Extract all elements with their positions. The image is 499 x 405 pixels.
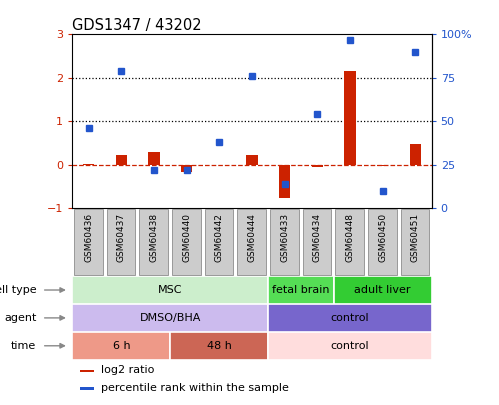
Text: GDS1347 / 43202: GDS1347 / 43202 bbox=[72, 18, 202, 33]
Bar bbox=[79, 370, 94, 372]
Text: agent: agent bbox=[4, 313, 36, 323]
Bar bbox=[72, 276, 268, 304]
Bar bbox=[377, 164, 388, 166]
FancyBboxPatch shape bbox=[401, 209, 429, 275]
FancyBboxPatch shape bbox=[238, 209, 266, 275]
Bar bbox=[170, 332, 268, 360]
Text: GSM60440: GSM60440 bbox=[182, 213, 191, 262]
Bar bbox=[410, 144, 421, 164]
FancyBboxPatch shape bbox=[335, 209, 364, 275]
Bar bbox=[214, 164, 225, 165]
Bar bbox=[311, 164, 323, 167]
Bar bbox=[247, 155, 257, 164]
Text: cell type: cell type bbox=[0, 285, 36, 295]
Bar bbox=[268, 304, 432, 332]
Bar bbox=[268, 332, 432, 360]
Text: MSC: MSC bbox=[158, 285, 183, 295]
Text: control: control bbox=[331, 341, 369, 351]
Bar bbox=[334, 276, 432, 304]
Text: GSM60442: GSM60442 bbox=[215, 213, 224, 262]
Text: 6 h: 6 h bbox=[113, 341, 130, 351]
FancyBboxPatch shape bbox=[74, 209, 103, 275]
FancyBboxPatch shape bbox=[302, 209, 331, 275]
Text: adult liver: adult liver bbox=[354, 285, 411, 295]
Text: GSM60436: GSM60436 bbox=[84, 213, 93, 262]
Text: 48 h: 48 h bbox=[207, 341, 232, 351]
Bar bbox=[72, 332, 170, 360]
Text: GSM60444: GSM60444 bbox=[248, 213, 256, 262]
Bar bbox=[72, 304, 268, 332]
Bar bbox=[279, 164, 290, 198]
Bar bbox=[116, 155, 127, 164]
Text: fetal brain: fetal brain bbox=[272, 285, 330, 295]
Bar bbox=[344, 71, 356, 164]
Text: GSM60434: GSM60434 bbox=[313, 213, 322, 262]
Bar bbox=[79, 387, 94, 390]
Text: control: control bbox=[331, 313, 369, 323]
Text: GSM60433: GSM60433 bbox=[280, 213, 289, 262]
FancyBboxPatch shape bbox=[172, 209, 201, 275]
Text: DMSO/BHA: DMSO/BHA bbox=[140, 313, 201, 323]
FancyBboxPatch shape bbox=[270, 209, 299, 275]
FancyBboxPatch shape bbox=[368, 209, 397, 275]
Text: GSM60450: GSM60450 bbox=[378, 213, 387, 262]
Bar bbox=[148, 152, 160, 164]
Text: percentile rank within the sample: percentile rank within the sample bbox=[101, 383, 289, 392]
FancyBboxPatch shape bbox=[205, 209, 234, 275]
Bar bbox=[181, 164, 193, 173]
Text: GSM60448: GSM60448 bbox=[345, 213, 354, 262]
Text: time: time bbox=[11, 341, 36, 351]
Text: GSM60451: GSM60451 bbox=[411, 213, 420, 262]
FancyBboxPatch shape bbox=[139, 209, 168, 275]
Text: log2 ratio: log2 ratio bbox=[101, 365, 155, 375]
Text: GSM60438: GSM60438 bbox=[150, 213, 159, 262]
Bar bbox=[268, 276, 334, 304]
FancyBboxPatch shape bbox=[107, 209, 135, 275]
Text: GSM60437: GSM60437 bbox=[117, 213, 126, 262]
